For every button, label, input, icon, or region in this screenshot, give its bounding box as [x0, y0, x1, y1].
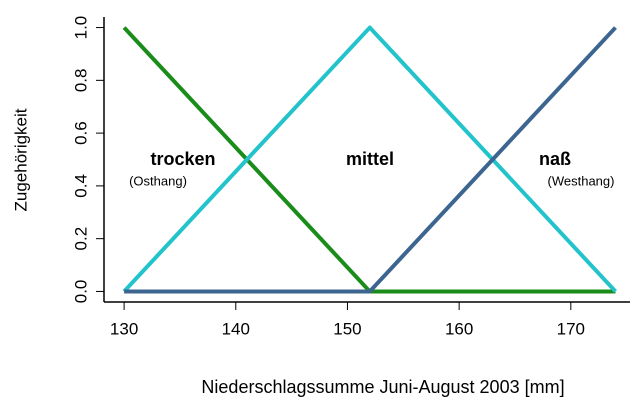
y-axis-label: Zugehörigkeit — [11, 108, 30, 211]
x-tick-label: 170 — [557, 319, 585, 338]
y-tick-label: 0.8 — [71, 69, 90, 93]
annotation: (Osthang) — [129, 173, 187, 188]
x-tick-label: 150 — [333, 319, 361, 338]
y-tick-label: 0.0 — [71, 280, 90, 304]
y-tick-label: 0.4 — [71, 174, 90, 198]
series-line — [124, 26, 617, 294]
series-line — [122, 25, 617, 293]
x-tick-label: 130 — [110, 319, 138, 338]
x-axis-label: Niederschlagssumme Juni-August 2003 [mm] — [201, 377, 564, 397]
series-label: naß — [539, 149, 571, 169]
y-tick-label: 0.6 — [71, 121, 90, 145]
x-tick-label: 140 — [222, 319, 250, 338]
series-label: mittel — [346, 149, 394, 169]
x-tick-label: 160 — [445, 319, 473, 338]
y-tick-label: 0.2 — [71, 227, 90, 251]
series-label: trocken — [150, 149, 215, 169]
y-tick-label: 1.0 — [71, 16, 90, 40]
annotation: (Westhang) — [548, 173, 615, 188]
